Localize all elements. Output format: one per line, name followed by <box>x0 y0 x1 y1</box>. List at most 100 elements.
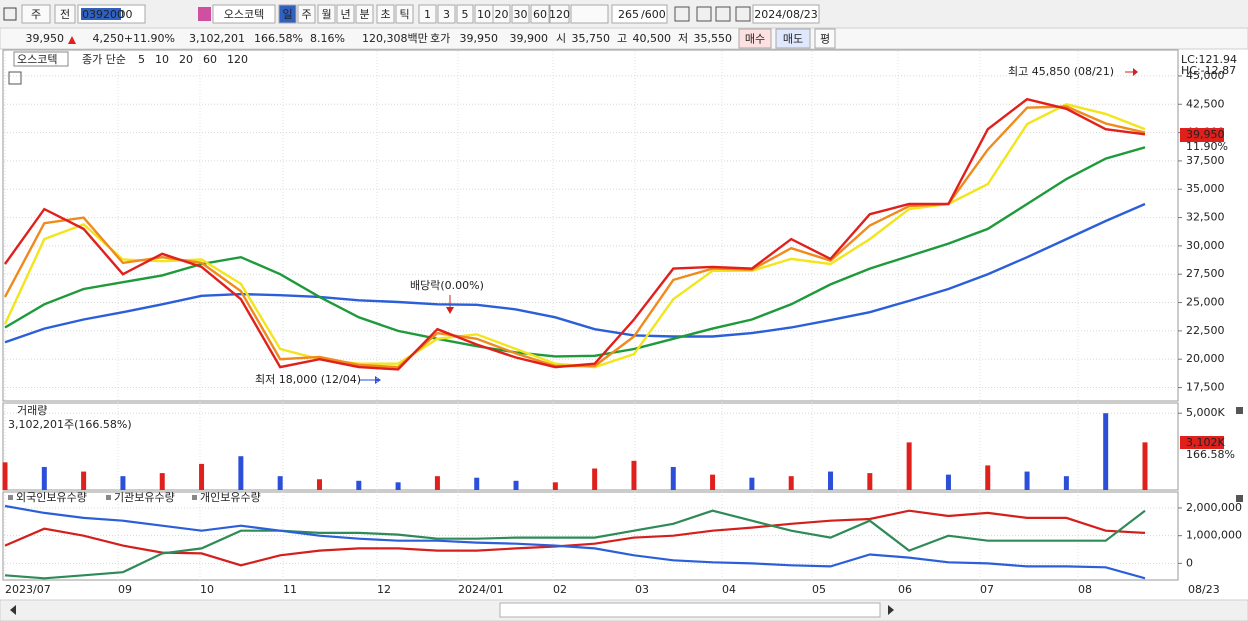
volume-bar <box>670 466 676 490</box>
prev-button-box[interactable] <box>54 4 76 24</box>
volume-bar <box>199 463 205 490</box>
volume-bar <box>552 482 558 490</box>
interval-button[interactable]: 일 <box>282 7 292 21</box>
x-tick-label: 12 <box>377 583 391 596</box>
period-button[interactable]: 주 <box>31 8 41 21</box>
volume-bar <box>238 456 244 490</box>
interval-button[interactable]: 틱 <box>399 8 409 21</box>
scroll-thumb[interactable] <box>499 602 881 618</box>
interval-button-box[interactable] <box>336 4 355 24</box>
interval-button-box[interactable] <box>395 4 414 24</box>
period-button-box[interactable] <box>21 4 51 24</box>
x-tick-label: 11 <box>283 583 297 596</box>
step-button[interactable]: 5 <box>462 8 469 21</box>
name-input[interactable]: 오스코텍 <box>224 8 264 21</box>
scroll-left[interactable] <box>10 605 16 615</box>
menu-icon[interactable] <box>3 7 17 21</box>
date-input[interactable]: 2024/08/23 <box>754 8 817 21</box>
legend-entry: 120 <box>227 53 248 66</box>
interval-button-box[interactable] <box>376 4 395 24</box>
name-input-box[interactable] <box>212 4 276 24</box>
interval-button[interactable]: 월 <box>321 8 331 21</box>
step-button[interactable]: 1 <box>424 8 431 21</box>
avg-button-box[interactable] <box>814 28 836 49</box>
close-volume[interactable] <box>1236 407 1243 414</box>
date-input-box[interactable] <box>752 4 820 24</box>
step-button-box[interactable] <box>437 4 456 24</box>
table-icon[interactable] <box>8 71 22 85</box>
sell-button[interactable]: 매도 <box>783 33 803 46</box>
interval-button-box[interactable] <box>297 4 316 24</box>
x-tick-label: 08 <box>1078 583 1092 596</box>
x-tick-label: 04 <box>722 583 736 596</box>
step-button-box[interactable] <box>456 4 474 24</box>
tool-icon[interactable] <box>735 6 751 22</box>
close-holding[interactable] <box>1236 495 1243 502</box>
panel-title: 오스코텍 <box>17 53 57 66</box>
step-button[interactable]: 60 <box>533 8 547 21</box>
step-button[interactable]: 30 <box>514 8 528 21</box>
interval-button[interactable]: 분 <box>359 8 369 21</box>
step-button[interactable]: 10 <box>477 8 491 21</box>
volume-bar <box>1103 413 1109 490</box>
legend-entry: 20 <box>179 53 193 66</box>
tool-icon[interactable] <box>674 6 690 22</box>
last-price: 39,950 <box>1186 128 1225 141</box>
interval-button[interactable]: 초 <box>380 8 390 21</box>
y-tick-label: 27,500 <box>1186 267 1225 280</box>
step-button[interactable]: 3 <box>443 8 450 21</box>
interval-button-box[interactable] <box>278 4 297 24</box>
y-tick-label: 17,500 <box>1186 381 1225 394</box>
code-text[interactable]: 039200 <box>82 8 124 21</box>
buy-button-box[interactable] <box>738 28 772 49</box>
hc-label: HC:-12.87 <box>1181 64 1236 77</box>
y-tick-label: 37,500 <box>1186 154 1225 167</box>
dividend-note: 배당락(0.00%) <box>410 279 484 292</box>
legend-entry: 5 <box>138 53 145 66</box>
step-button-box[interactable] <box>492 4 511 24</box>
y-tick-label: 5,000K <box>1186 406 1225 419</box>
volume-bar <box>592 468 598 490</box>
step-button[interactable]: 20 <box>495 8 509 21</box>
buy-button[interactable]: 매수 <box>745 33 765 46</box>
x-tick-label: 03 <box>635 583 649 596</box>
y-tick-label: 22,500 <box>1186 324 1225 337</box>
dropdown[interactable] <box>570 4 609 24</box>
sell-button-box[interactable] <box>775 28 811 49</box>
step-button[interactable]: 120 <box>549 8 570 21</box>
step-button-box[interactable] <box>549 4 570 24</box>
y-tick-label: 20,000 <box>1186 352 1225 365</box>
count[interactable]: 265 <box>618 8 639 21</box>
avg-button[interactable]: 평 <box>820 33 830 46</box>
legend-entry: 외국인보유수량 <box>16 491 87 504</box>
y-tick-label: 25,000 <box>1186 296 1225 309</box>
x-tick-label: 07 <box>980 583 994 596</box>
scroll-right[interactable] <box>888 605 894 615</box>
prev-button[interactable]: 전 <box>60 8 70 21</box>
quote-change-pct: +11.90% <box>124 32 175 45</box>
interval-button[interactable]: 주 <box>301 8 311 21</box>
volume-bar <box>316 479 322 490</box>
volume-bar <box>159 473 165 490</box>
y-tick-label: 45,000 <box>1186 69 1225 82</box>
tool-icon[interactable] <box>696 6 712 22</box>
legend-entry: 기관보유수량 <box>114 491 175 504</box>
lc-label: LC:121.94 <box>1181 53 1237 66</box>
quote-low-label: 저 <box>678 32 688 45</box>
y-tick-label: 1,000,000 <box>1186 529 1242 542</box>
title-box <box>13 51 69 67</box>
volume-bar <box>356 480 362 490</box>
last-price-badge <box>1180 128 1224 142</box>
volume-bar <box>985 465 991 490</box>
interval-button[interactable]: 년 <box>340 8 350 21</box>
step-button-box[interactable] <box>511 4 530 24</box>
legend-entry: 개인보유수량 <box>200 491 261 504</box>
interval-button-box[interactable] <box>355 4 374 24</box>
tool-icon[interactable] <box>715 6 731 22</box>
step-button-box[interactable] <box>530 4 550 24</box>
step-button-box[interactable] <box>418 4 437 24</box>
count-box[interactable] <box>611 4 668 24</box>
price-frame <box>2 49 1179 402</box>
interval-button-box[interactable] <box>317 4 336 24</box>
